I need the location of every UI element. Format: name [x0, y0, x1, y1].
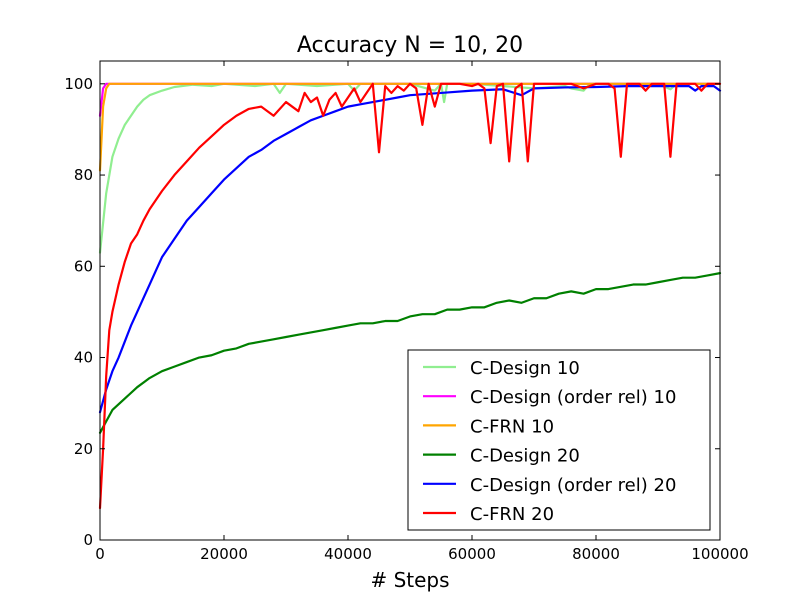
y-tick-label: 60: [74, 257, 93, 275]
x-tick-label: 20000: [200, 545, 248, 563]
plot-frame: [99, 60, 721, 541]
legend: C-Design 10 C-Design (order rel) 10 C-FRN …: [407, 349, 711, 531]
legend-label-1: C-Design 10: [470, 358, 580, 379]
legend-label-3: C-FRN 10: [470, 416, 554, 437]
y-tick-label: 0: [83, 531, 93, 549]
series-layer: [98, 82, 722, 510]
legend-frame: [407, 349, 711, 531]
x-tick-label: 40000: [324, 545, 372, 563]
x-tick-label: 60000: [448, 545, 496, 563]
legend-label-4: C-Design 20: [470, 446, 580, 467]
chart-title: Accuracy N = 10, 20: [297, 33, 523, 58]
y-tick-label: 40: [74, 349, 93, 367]
series-line-4: [98, 272, 722, 434]
y-tick-label: 20: [74, 440, 93, 458]
tick-layer: 0 20000 40000 60000 80000 100000 0 20 40 60 80 100: [64, 61, 749, 563]
y-tick-label: 100: [64, 75, 93, 93]
x-tick-label: 100000: [691, 545, 748, 563]
legend-label-5: C-Design (order rel) 20: [470, 475, 676, 496]
legend-label-2: C-Design (order rel) 10: [470, 387, 676, 408]
x-tick-label: 80000: [572, 545, 620, 563]
legend-label-6: C-FRN 20: [470, 504, 554, 525]
series-line-6: [98, 82, 722, 510]
x-axis-label: # Steps: [370, 568, 449, 592]
series-line-3: [98, 82, 722, 172]
series-line-1: [98, 82, 722, 254]
y-tick-label: 80: [74, 166, 93, 184]
x-tick-label: 0: [95, 545, 105, 563]
